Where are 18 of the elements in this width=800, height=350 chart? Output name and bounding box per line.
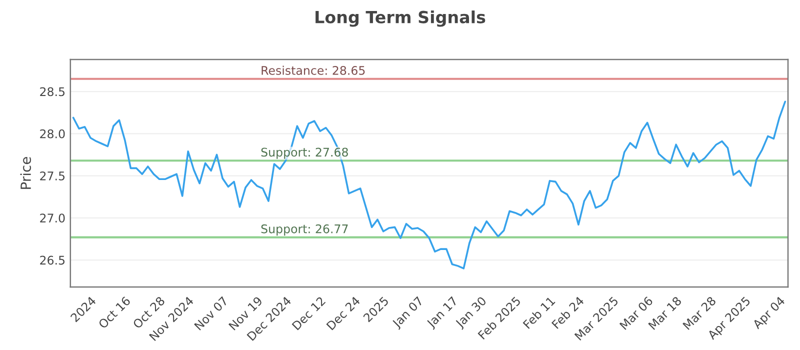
x-tick-label: Oct 16 [98, 296, 131, 330]
x-tick-label: Jan 07 [391, 296, 426, 330]
y-tick-label: 27.5 [40, 172, 65, 180]
y-tick-label: 26.5 [40, 256, 65, 265]
x-tick-label: Mar 28 [682, 296, 716, 330]
y-axis-title: Price [20, 157, 32, 189]
y-tick-label: 28.5 [40, 87, 65, 96]
ref-line-label: Resistance: 28.65 [262, 66, 365, 75]
ref-line-label: Support: 26.77 [261, 224, 348, 236]
chart-title: Long Term Signals [316, 10, 486, 27]
x-tick-label: Apr 04 [752, 296, 787, 332]
line-series [72, 100, 786, 270]
x-tick-label: Dec 24 [326, 296, 361, 330]
x-tick-label: Dec 12 [292, 296, 326, 330]
x-tick-label: Nov 07 [194, 296, 228, 331]
y-tick-label: 28.0 [40, 129, 65, 138]
ref-line-label: Support: 27.68 [261, 148, 348, 159]
y-tick-label: 27.0 [40, 214, 65, 223]
